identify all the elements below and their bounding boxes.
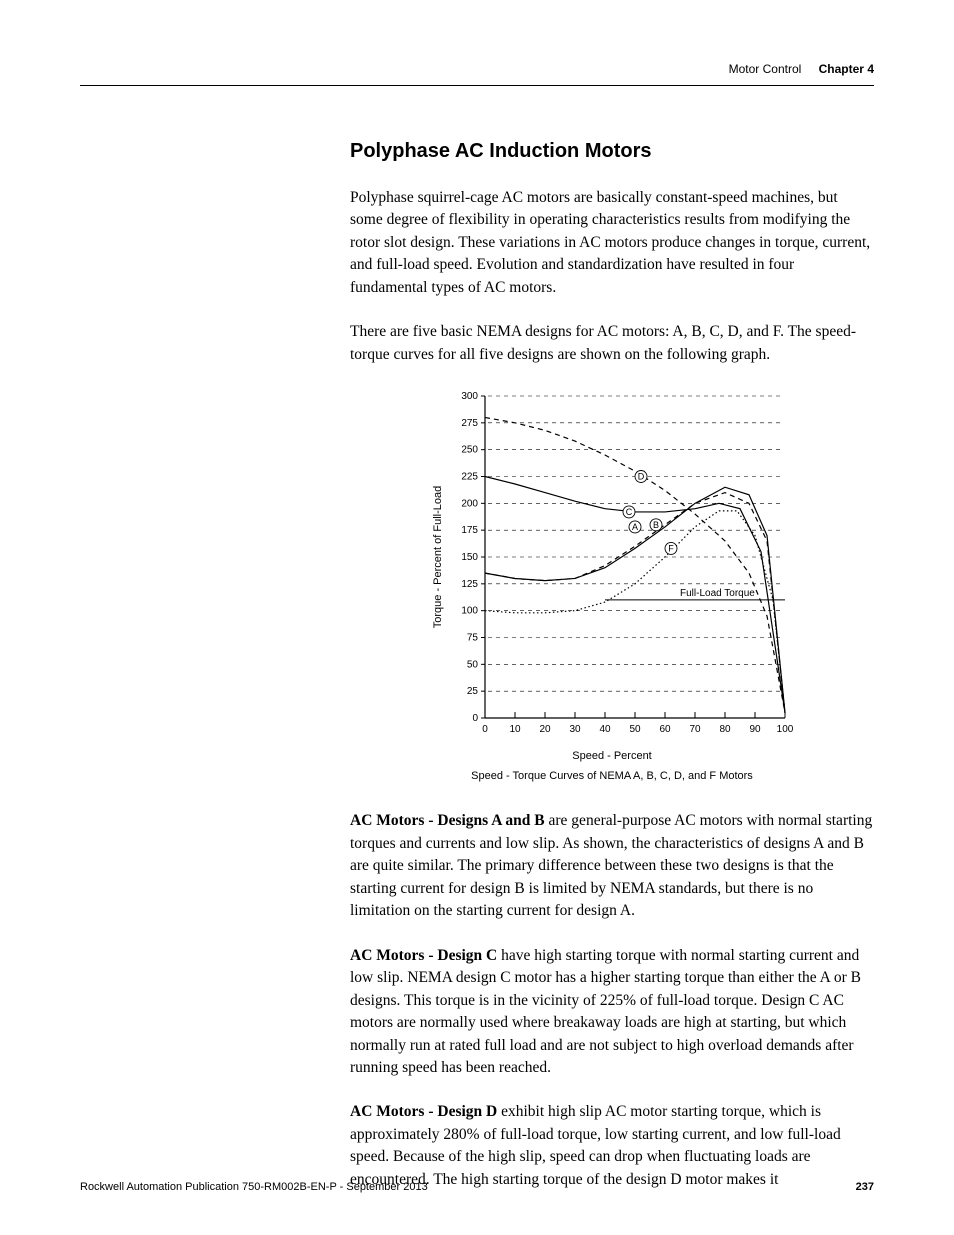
- svg-text:A: A: [632, 522, 638, 532]
- svg-text:300: 300: [461, 391, 478, 402]
- paragraph-1: Polyphase squirrel-cage AC motors are ba…: [350, 187, 874, 299]
- svg-text:50: 50: [629, 724, 641, 735]
- svg-text:25: 25: [467, 686, 479, 697]
- chart-svg: Torque - Percent of Full-Load02550751001…: [427, 388, 797, 748]
- chart-x-axis-label: Speed - Percent: [427, 750, 797, 762]
- svg-text:90: 90: [749, 724, 761, 735]
- svg-text:100: 100: [777, 724, 794, 735]
- svg-text:150: 150: [461, 552, 478, 563]
- running-header: Motor Control Chapter 4: [729, 62, 874, 76]
- svg-text:50: 50: [467, 660, 479, 671]
- svg-text:Torque - Percent of Full-Load: Torque - Percent of Full-Load: [432, 486, 444, 628]
- svg-text:250: 250: [461, 445, 478, 456]
- paragraph-4: AC Motors - Design C have high starting …: [350, 945, 874, 1080]
- svg-text:B: B: [653, 520, 659, 530]
- footer-page-number: 237: [856, 1181, 874, 1193]
- section-title: Polyphase AC Induction Motors: [350, 140, 874, 163]
- svg-text:10: 10: [509, 724, 521, 735]
- page-footer: Rockwell Automation Publication 750-RM00…: [80, 1181, 874, 1193]
- svg-text:30: 30: [569, 724, 581, 735]
- svg-text:100: 100: [461, 606, 478, 617]
- main-content: Polyphase AC Induction Motors Polyphase …: [350, 140, 874, 1213]
- svg-text:F: F: [668, 544, 674, 554]
- svg-text:0: 0: [482, 724, 488, 735]
- svg-text:80: 80: [719, 724, 731, 735]
- svg-text:0: 0: [472, 713, 478, 724]
- svg-text:C: C: [626, 507, 633, 517]
- speed-torque-chart: Torque - Percent of Full-Load02550751001…: [427, 388, 797, 782]
- svg-text:40: 40: [599, 724, 611, 735]
- svg-text:Full-Load Torque: Full-Load Torque: [680, 588, 755, 599]
- svg-text:175: 175: [461, 525, 478, 536]
- paragraph-3-lead: AC Motors - Designs A and B: [350, 812, 545, 829]
- paragraph-5: AC Motors - Design D exhibit high slip A…: [350, 1101, 874, 1191]
- footer-pubinfo: Rockwell Automation Publication 750-RM00…: [80, 1181, 428, 1193]
- svg-text:20: 20: [539, 724, 551, 735]
- paragraph-4-lead: AC Motors - Design C: [350, 947, 497, 964]
- paragraph-3: AC Motors - Designs A and B are general-…: [350, 810, 874, 922]
- svg-text:275: 275: [461, 418, 478, 429]
- svg-text:225: 225: [461, 472, 478, 483]
- svg-text:D: D: [638, 472, 645, 482]
- svg-text:70: 70: [689, 724, 701, 735]
- header-rule: [80, 85, 874, 86]
- svg-text:60: 60: [659, 724, 671, 735]
- header-section: Motor Control: [729, 62, 802, 76]
- svg-text:200: 200: [461, 499, 478, 510]
- svg-text:75: 75: [467, 633, 479, 644]
- paragraph-5-lead: AC Motors - Design D: [350, 1103, 497, 1120]
- svg-text:125: 125: [461, 579, 478, 590]
- header-chapter: Chapter 4: [819, 62, 874, 76]
- paragraph-2: There are five basic NEMA designs for AC…: [350, 321, 874, 366]
- paragraph-4-body: have high starting torque with normal st…: [350, 947, 861, 1076]
- chart-caption: Speed - Torque Curves of NEMA A, B, C, D…: [427, 770, 797, 782]
